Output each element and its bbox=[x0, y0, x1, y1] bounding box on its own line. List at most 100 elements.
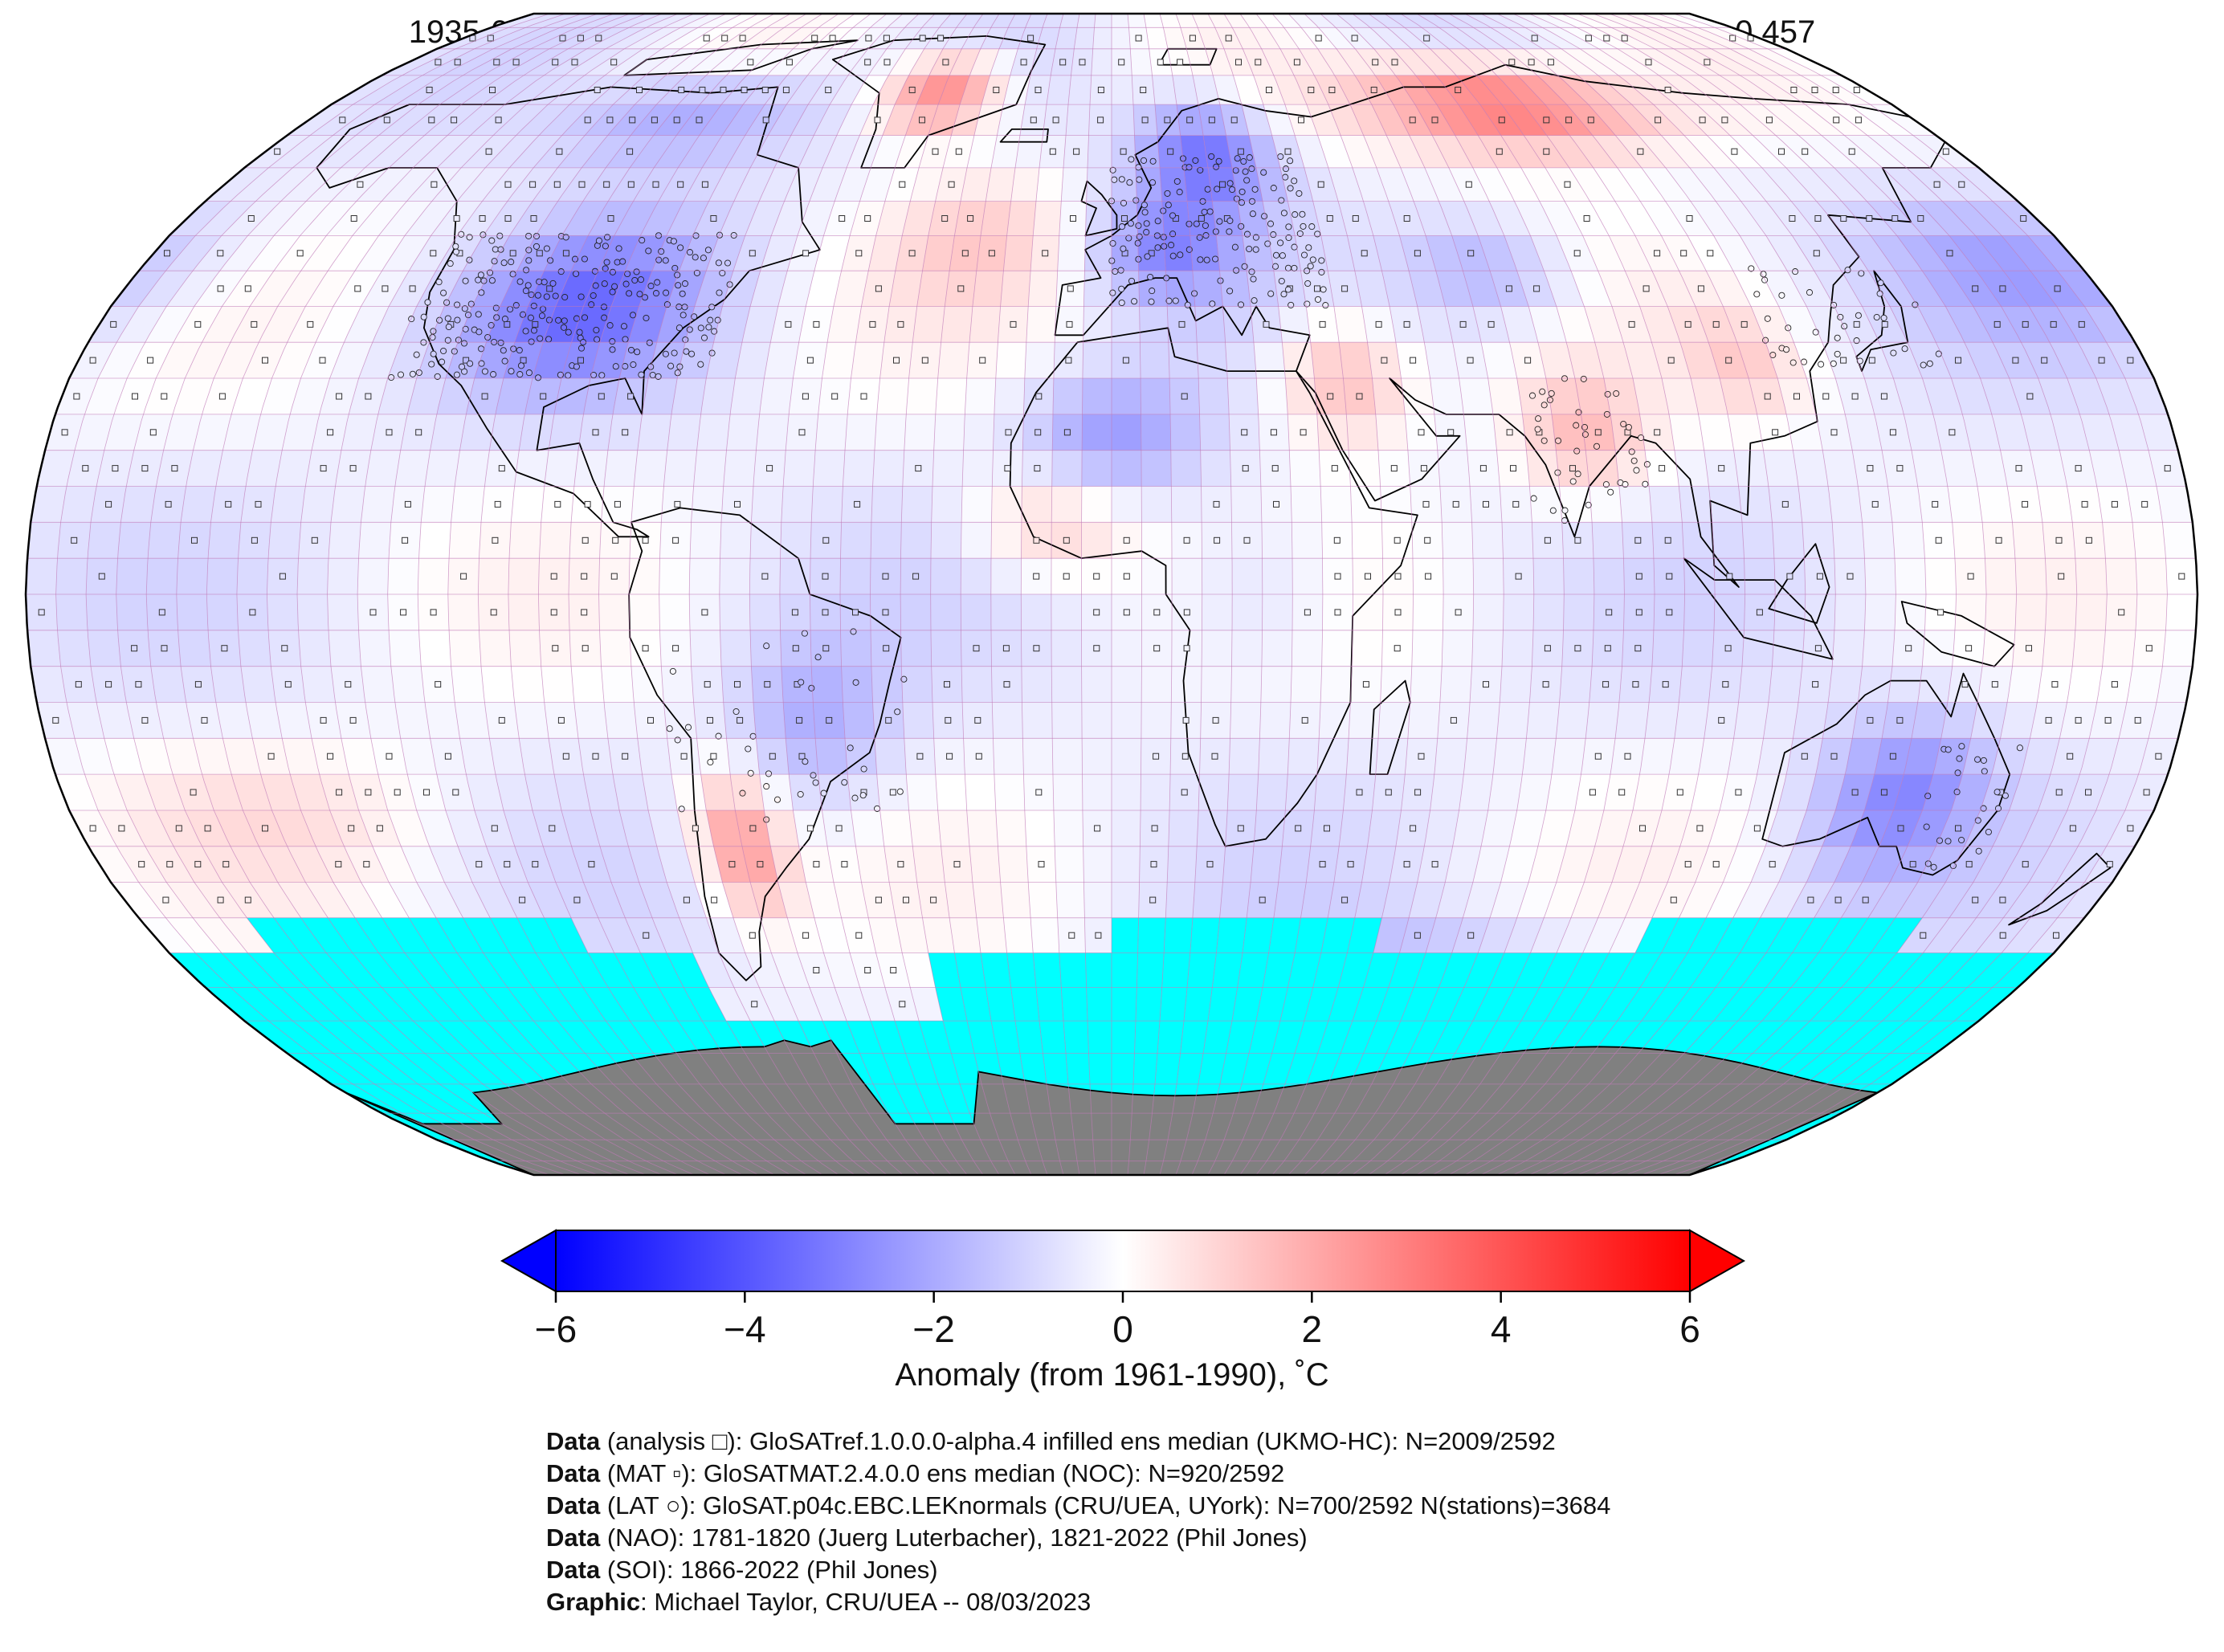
anomaly-cell bbox=[431, 167, 486, 202]
anomaly-cell bbox=[1477, 75, 1524, 105]
anomaly-cell bbox=[1563, 558, 1594, 594]
anomaly-cell bbox=[222, 414, 261, 451]
credit-text: : Michael Taylor, CRU/UEA -- 08/03/2023 bbox=[640, 1588, 1092, 1616]
anomaly-cell bbox=[871, 522, 902, 559]
anomaly-cell bbox=[381, 167, 438, 202]
anomaly-cell bbox=[541, 14, 598, 28]
anomaly-cell bbox=[492, 104, 549, 136]
anomaly-cell bbox=[26, 558, 58, 594]
anomaly-cell bbox=[1258, 738, 1290, 775]
anomaly-cell bbox=[930, 594, 961, 630]
anomaly-cell bbox=[1500, 846, 1539, 883]
anomaly-cell bbox=[387, 342, 430, 378]
anomaly-cell bbox=[31, 666, 67, 703]
anomaly-cell bbox=[624, 48, 681, 75]
anomaly-cell bbox=[708, 167, 751, 202]
anomaly-cell bbox=[459, 414, 496, 451]
anomaly-cell bbox=[1191, 14, 1215, 28]
data-credits: Data (analysis □): GloSATref.1.0.0.0-alp… bbox=[546, 1426, 1610, 1618]
anomaly-cell bbox=[512, 27, 577, 49]
anomaly-cell bbox=[571, 666, 604, 703]
anomaly-cell bbox=[250, 882, 301, 918]
anomaly-cell bbox=[1112, 378, 1141, 414]
anomaly-cell bbox=[1740, 235, 1788, 271]
anomaly-cell bbox=[236, 558, 268, 594]
anomaly-cell bbox=[1594, 558, 1625, 594]
anomaly-cell bbox=[691, 486, 724, 523]
anomaly-cell bbox=[447, 594, 479, 630]
anomaly-cell bbox=[1598, 48, 1660, 75]
anomaly-cell bbox=[1500, 306, 1539, 343]
anomaly-cell bbox=[1593, 167, 1641, 202]
anomaly-cell bbox=[1610, 104, 1662, 136]
anomaly-cell bbox=[998, 846, 1029, 883]
anomaly-cell bbox=[2102, 522, 2136, 559]
anomaly-cell bbox=[1517, 75, 1567, 105]
anomaly-cell bbox=[1424, 167, 1464, 202]
anomaly-cell bbox=[1439, 27, 1487, 49]
anomaly-cell bbox=[726, 135, 768, 168]
anomaly-cell bbox=[1530, 235, 1572, 271]
anomaly-cell bbox=[679, 14, 727, 28]
anomaly-cell bbox=[937, 342, 969, 378]
colorbar-label: Anomaly (from 1961-1990), ˚C bbox=[895, 1357, 1329, 1393]
anomaly-cell bbox=[921, 14, 952, 28]
anomaly-cell bbox=[777, 882, 814, 918]
anomaly-cell bbox=[1669, 738, 1704, 775]
anomaly-cell bbox=[1140, 342, 1170, 378]
anomaly-cell bbox=[356, 167, 414, 202]
anomaly-cell bbox=[215, 702, 253, 739]
anomaly-cell bbox=[305, 271, 355, 307]
anomaly-cell bbox=[206, 558, 239, 594]
anomaly-cell bbox=[1021, 666, 1052, 703]
anomaly-cell bbox=[1292, 558, 1323, 594]
anomaly-cell bbox=[1455, 135, 1497, 168]
anomaly-cell bbox=[699, 104, 744, 136]
anomaly-cell bbox=[1497, 75, 1545, 105]
anomaly-cell bbox=[1373, 235, 1410, 271]
anomaly-cell bbox=[1437, 450, 1471, 487]
anomaly-cell bbox=[84, 774, 128, 810]
anomaly-cell bbox=[1171, 486, 1202, 523]
anomaly-cell bbox=[1912, 702, 1948, 739]
anomaly-cell bbox=[598, 594, 630, 630]
anomaly-cell bbox=[2007, 666, 2042, 703]
anomaly-cell bbox=[985, 167, 1015, 202]
anomaly-cell bbox=[127, 810, 173, 846]
anomaly-cell bbox=[111, 882, 165, 918]
anomaly-cell bbox=[1352, 630, 1383, 667]
anomaly-cell bbox=[1400, 14, 1440, 28]
anomaly-cell bbox=[448, 630, 481, 667]
anomaly-grid-cells bbox=[26, 14, 2197, 1022]
anomaly-cell bbox=[2139, 414, 2178, 451]
anomaly-cell bbox=[315, 306, 361, 343]
anomaly-cell bbox=[1641, 167, 1691, 202]
anomaly-cell bbox=[963, 414, 994, 451]
anomaly-cell bbox=[815, 414, 848, 451]
anomaly-cell bbox=[889, 271, 923, 307]
anomaly-cell bbox=[2067, 666, 2103, 703]
anomaly-cell bbox=[1459, 774, 1493, 810]
anomaly-cell bbox=[271, 342, 316, 378]
anomaly-cell bbox=[86, 594, 118, 630]
anomaly-cell bbox=[138, 917, 196, 953]
anomaly-cell bbox=[1582, 235, 1626, 271]
credit-line: Data (MAT ▫): GloSATMAT.2.4.0.0 ens medi… bbox=[546, 1458, 1610, 1490]
anomaly-cell bbox=[1651, 810, 1691, 846]
anomaly-cell bbox=[993, 738, 1024, 775]
anomaly-cell bbox=[1000, 271, 1030, 307]
anomaly-cell bbox=[45, 738, 84, 775]
anomaly-cell bbox=[394, 450, 431, 487]
anomaly-cell bbox=[870, 14, 904, 28]
anomaly-cell bbox=[766, 14, 807, 28]
anomaly-cell bbox=[1086, 167, 1112, 202]
anomaly-cell bbox=[252, 414, 290, 451]
anomaly-cell bbox=[570, 917, 614, 953]
anomaly-cell bbox=[365, 135, 425, 168]
anomaly-cell bbox=[1285, 378, 1317, 414]
anomaly-cell bbox=[1665, 167, 1716, 202]
anomaly-cell bbox=[1407, 702, 1440, 739]
anomaly-cell bbox=[939, 14, 968, 28]
anomaly-cell bbox=[1380, 666, 1412, 703]
anomaly-cell bbox=[779, 558, 810, 594]
